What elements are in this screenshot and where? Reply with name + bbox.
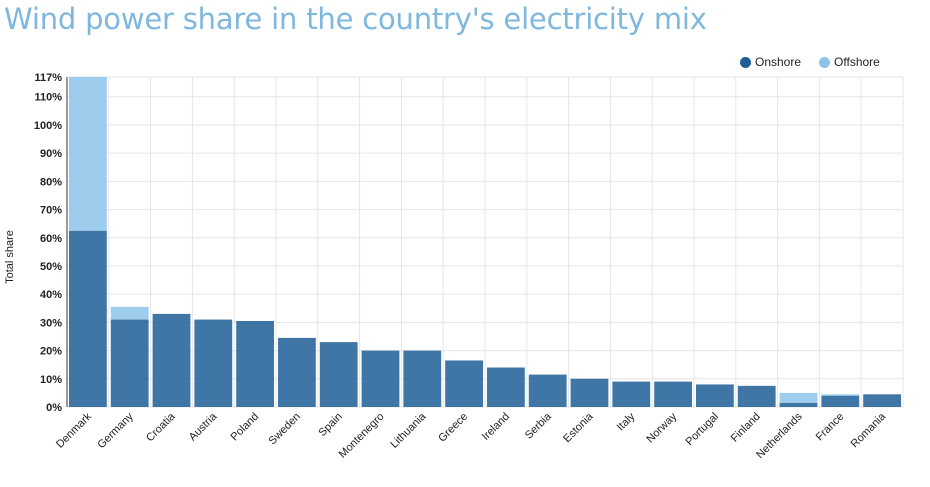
y-tick-label: 100% — [34, 120, 62, 132]
x-tick-label: Italy — [615, 410, 638, 433]
bar-onshore-serbia[interactable] — [528, 374, 567, 407]
legend-item-onshore[interactable]: Onshore — [740, 55, 801, 69]
bar-onshore-lithuania[interactable] — [403, 350, 442, 407]
legend-item-offshore[interactable]: Offshore — [819, 55, 880, 69]
x-tick-label: Estonia — [561, 410, 596, 445]
y-tick-label: 10% — [40, 374, 62, 386]
x-tick-label: Ireland — [480, 411, 512, 443]
bar-onshore-portugal[interactable] — [696, 384, 734, 407]
bar-onshore-norway[interactable] — [654, 381, 692, 407]
x-tick-label: Portugal — [684, 411, 721, 448]
bar-onshore-ireland[interactable] — [487, 367, 525, 407]
y-tick-label: 90% — [40, 148, 62, 160]
y-tick-label: 30% — [40, 317, 62, 329]
bar-onshore-poland[interactable] — [236, 320, 274, 407]
y-tick-label: 50% — [40, 261, 62, 273]
y-tick-label: 0% — [46, 402, 62, 414]
bar-offshore-france[interactable] — [821, 394, 860, 396]
legend-onshore-label: Onshore — [755, 55, 802, 69]
x-tick-label: Greece — [436, 411, 470, 445]
legend-offshore-dot — [819, 56, 831, 68]
x-tick-label: Spain — [316, 411, 344, 439]
x-tick-label: Finland — [729, 411, 763, 445]
bar-onshore-romania[interactable] — [863, 394, 901, 407]
x-tick-label: France — [814, 411, 847, 444]
x-tick-label: Montenegro — [337, 411, 387, 461]
bar-onshore-germany[interactable] — [110, 319, 149, 407]
x-tick-label: Denmark — [54, 410, 94, 450]
bar-offshore-denmark[interactable] — [69, 77, 107, 231]
x-tick-label: Austria — [187, 410, 220, 443]
legend-onshore-dot — [740, 56, 751, 68]
legend-offshore-label: Offshore — [834, 55, 880, 69]
bar-onshore-netherlands[interactable] — [779, 402, 818, 407]
bar-onshore-estonia[interactable] — [570, 378, 609, 407]
x-tick-label: Lithuania — [388, 410, 429, 451]
x-tick-label: Netherlands — [754, 410, 805, 461]
bar-onshore-spain[interactable] — [319, 342, 358, 407]
y-axis-title: Total share — [4, 230, 16, 284]
x-tick-label: Germany — [95, 410, 136, 451]
bar-onshore-sweden[interactable] — [278, 337, 316, 407]
bar-onshore-finland[interactable] — [737, 385, 776, 407]
x-tick-label: Sweden — [266, 411, 303, 448]
bar-onshore-austria[interactable] — [194, 319, 233, 407]
y-tick-label: 70% — [40, 205, 62, 217]
y-tick-label: 60% — [40, 233, 62, 245]
bar-offshore-germany[interactable] — [110, 306, 149, 320]
y-tick-label: 117% — [34, 72, 62, 84]
bar-onshore-montenegro[interactable] — [361, 350, 400, 407]
bar-offshore-netherlands[interactable] — [779, 392, 818, 403]
y-tick-label: 40% — [40, 289, 62, 301]
y-tick-label: 110% — [34, 92, 62, 104]
x-tick-label: Croatia — [144, 410, 178, 444]
x-tick-label: Serbia — [523, 410, 555, 442]
bar-onshore-france[interactable] — [821, 395, 860, 407]
y-tick-label: 20% — [40, 346, 62, 358]
bar-onshore-croatia[interactable] — [152, 313, 191, 407]
chart-title: Wind power share in the country's electr… — [4, 2, 707, 36]
x-tick-label: Norway — [644, 410, 679, 445]
bar-onshore-greece[interactable] — [445, 360, 483, 407]
y-tick-label: 80% — [40, 176, 62, 188]
x-tick-label: Poland — [229, 411, 262, 444]
bar-onshore-denmark[interactable] — [69, 230, 107, 407]
x-tick-label: Romania — [849, 410, 889, 450]
bar-onshore-italy[interactable] — [612, 381, 651, 407]
chart-legend: Onshore Offshore — [740, 55, 898, 69]
